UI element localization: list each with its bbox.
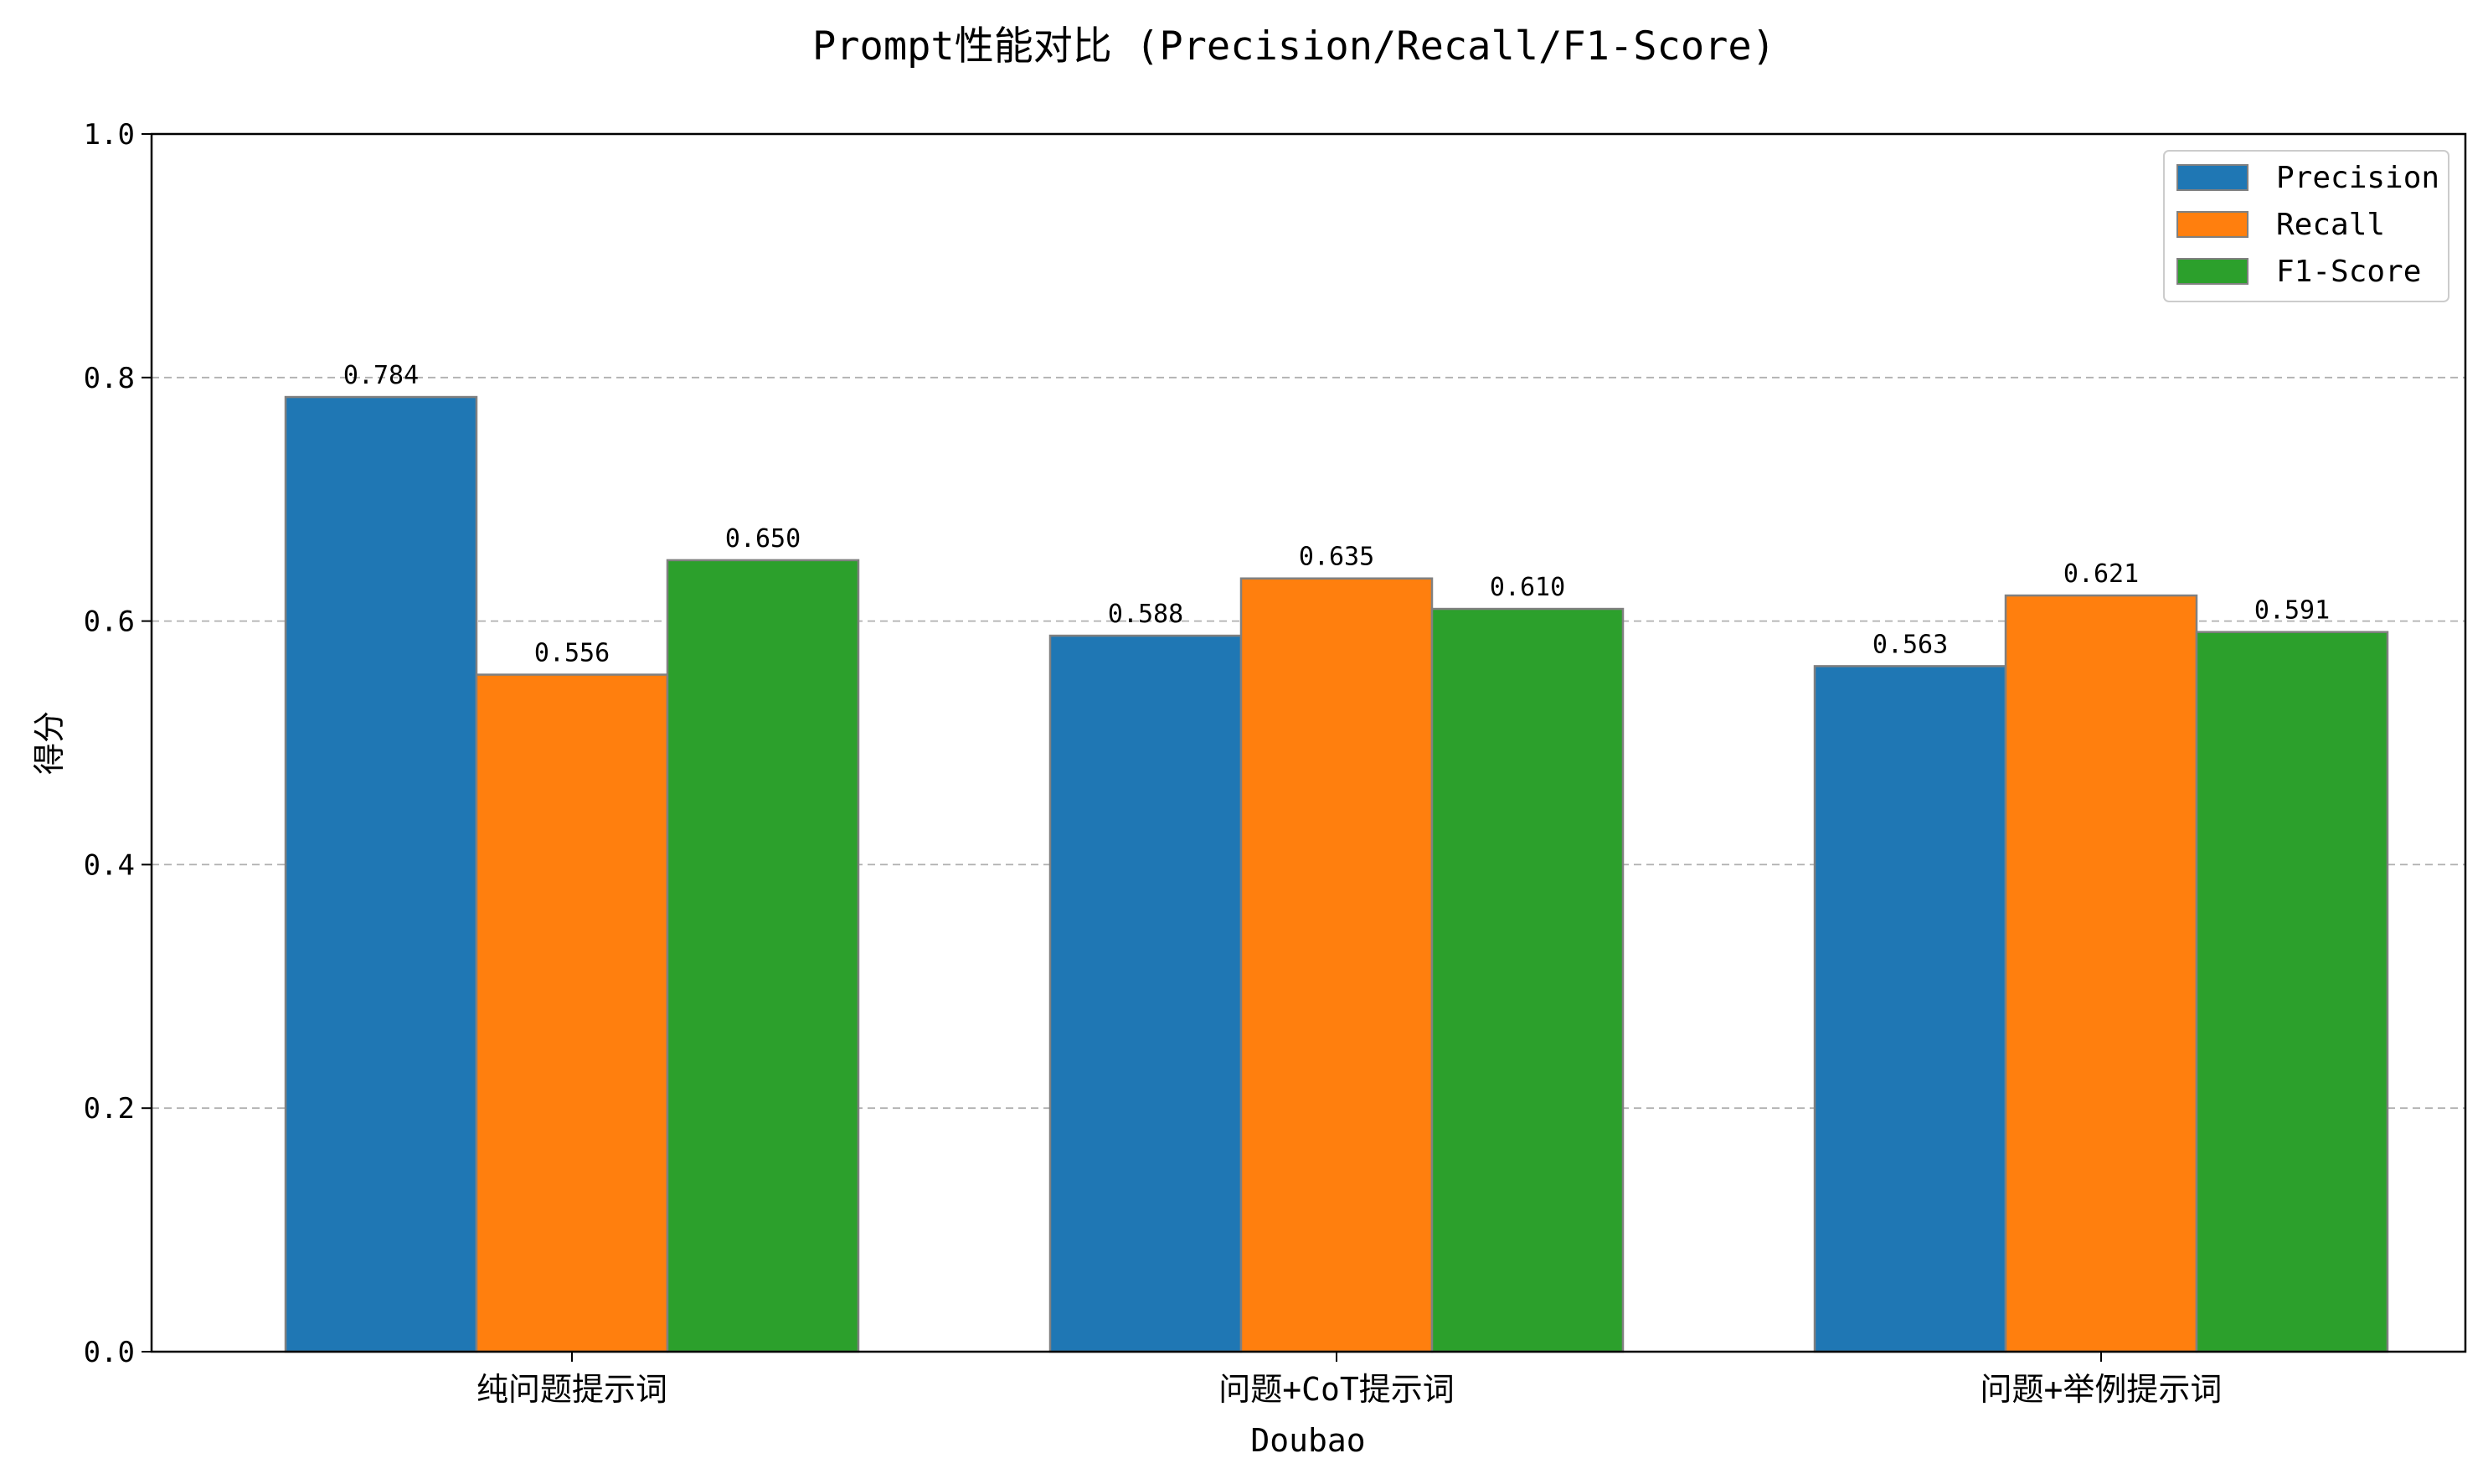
bar-value-label: 0.556	[534, 639, 610, 668]
bar-value-label: 0.650	[725, 524, 801, 554]
legend: Precision Recall F1-Score	[2163, 150, 2449, 302]
bar-value-label: 0.635	[1299, 543, 1374, 572]
legend-swatch	[2176, 211, 2248, 238]
y-tick-label: 0.2	[84, 1092, 135, 1126]
legend-label: F1-Score	[2276, 255, 2421, 289]
y-tick-label: 1.0	[84, 118, 135, 152]
x-tick-label: 问题+举例提示词	[1981, 1371, 2223, 1408]
y-axis: 0.0 0.2 0.4 0.6 0.8 1.0	[84, 118, 152, 1369]
x-axis-label: Doubao	[1250, 1422, 1365, 1459]
y-tick-label: 0.0	[84, 1336, 135, 1369]
y-axis-label: 得分	[31, 711, 68, 775]
y-tick-label: 0.8	[84, 362, 135, 395]
bar-precision	[1813, 665, 2007, 1353]
bar-f1-score	[2195, 631, 2389, 1353]
bar-value-label: 0.610	[1490, 573, 1565, 602]
x-tick-label: 问题+CoT提示词	[1218, 1371, 1455, 1408]
legend-swatch	[2176, 258, 2248, 285]
bar-f1-score	[1430, 607, 1625, 1353]
bar-value-label: 0.621	[2063, 559, 2139, 589]
data-labels: 0.784 0.556 0.650 0.588 0.635 0.610 0.563 0.621…	[343, 361, 2330, 668]
bar-recall	[475, 673, 669, 1353]
bar-value-label: 0.591	[2254, 596, 2330, 626]
bar-recall	[2004, 594, 2198, 1353]
y-tick-label: 0.4	[84, 848, 135, 882]
bar-value-label: 0.563	[1872, 630, 1948, 659]
legend-label: Precision	[2276, 161, 2439, 195]
legend-label: Recall	[2276, 208, 2385, 242]
bars	[284, 395, 2389, 1353]
plot-frame	[150, 132, 2467, 1353]
x-tick-label: 纯问题提示词	[476, 1371, 667, 1408]
bar-precision	[284, 395, 478, 1353]
bar-f1-score	[666, 559, 860, 1353]
bar-precision	[1048, 634, 1243, 1353]
bar-value-label: 0.784	[343, 361, 419, 390]
legend-swatch	[2176, 164, 2248, 191]
chart-title: Prompt性能对比 (Precision/Recall/F1-Score)	[812, 23, 1775, 70]
y-tick-label: 0.6	[84, 605, 135, 639]
bar-value-label: 0.588	[1108, 600, 1183, 629]
bar-recall	[1239, 577, 1434, 1353]
x-axis: 纯问题提示词 问题+CoT提示词 问题+举例提示词	[476, 1352, 2222, 1408]
